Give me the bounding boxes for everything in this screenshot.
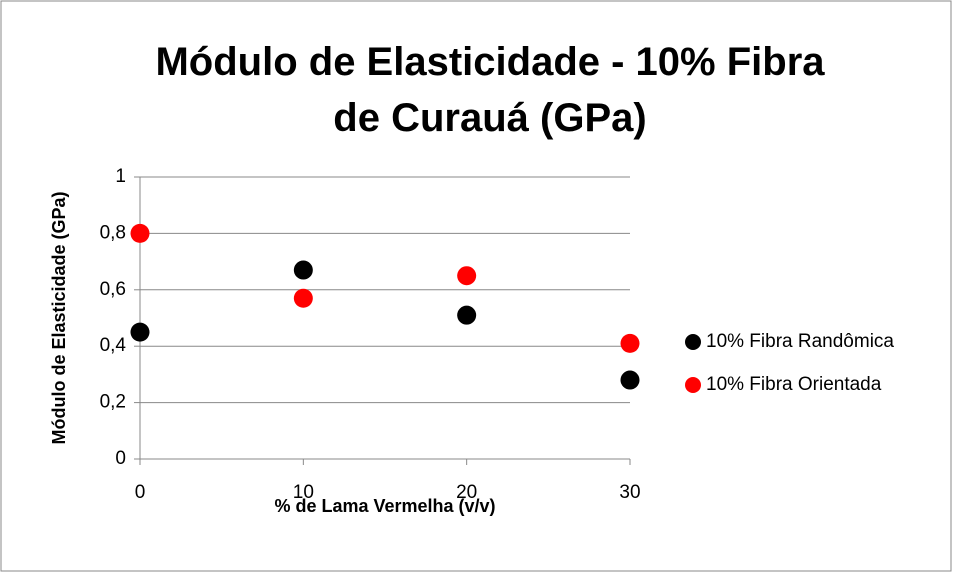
x-tick-label: 30 [619, 482, 640, 503]
y-tick-label: 0,8 [100, 222, 126, 243]
point [620, 333, 640, 353]
legend-marker [685, 377, 701, 393]
y-tick-label: 0,4 [100, 335, 127, 356]
x-axis-label: % de Lama Vermelha (v/v) [274, 496, 495, 516]
y-tick-label: 0,2 [100, 392, 126, 413]
x-tick-label: 0 [135, 482, 146, 503]
legend-label: 10% Fibra Randômica [706, 331, 894, 352]
point [130, 322, 150, 342]
y-tick-label: 0,6 [100, 279, 126, 300]
point [293, 288, 313, 308]
y-tick-label: 0 [115, 448, 126, 469]
point [293, 260, 313, 280]
y-axis-label: Módulo de Elasticidade (GPa) [49, 191, 69, 444]
chart-title: Módulo de Elasticidade - 10% Fibra de Cu… [155, 40, 825, 140]
y-tick-label: 1 [115, 166, 126, 187]
x-tick-label: 10 [293, 482, 314, 503]
point [457, 305, 477, 325]
legend-marker [685, 334, 701, 350]
point [620, 370, 640, 390]
legend-label: 10% Fibra Orientada [706, 374, 882, 395]
x-tick-label: 20 [456, 482, 477, 503]
point [130, 223, 150, 243]
point [457, 266, 477, 286]
